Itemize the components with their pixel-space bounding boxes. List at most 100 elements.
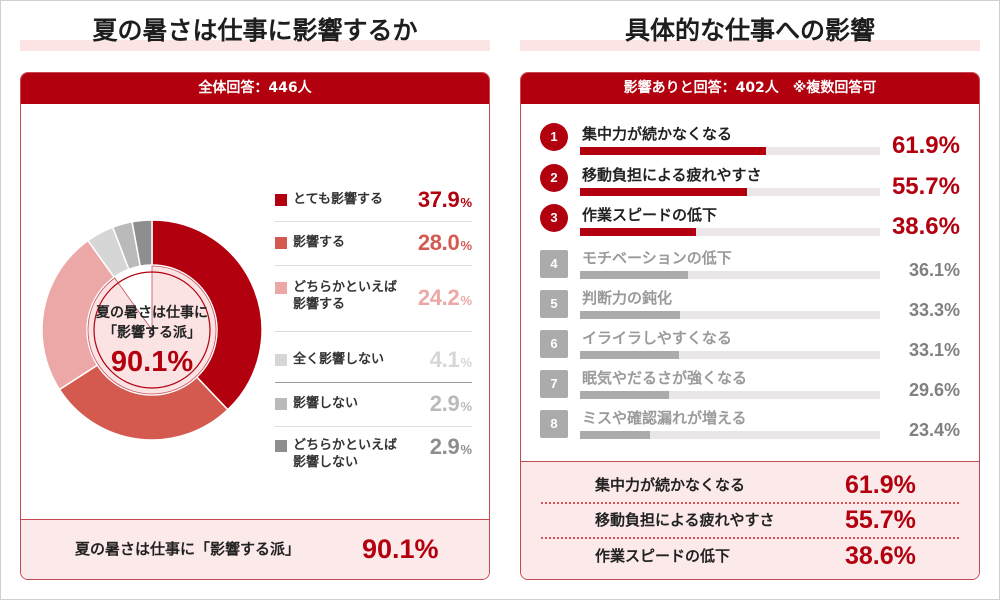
bar-row-5: 5 判断力の鈍化 33.3% bbox=[521, 287, 979, 327]
bar-label-1: 集中力が続かなくなる bbox=[582, 125, 733, 143]
legend-swatch-3 bbox=[275, 282, 287, 294]
bar-row-6: 6 イライラしやすくなる 33.1% bbox=[521, 327, 979, 367]
top3-summary: 集中力が続かなくなる 61.9% 移動負担による疲れやすさ 55.7% 作業スピ… bbox=[521, 461, 979, 579]
pie-slice-6 bbox=[131, 219, 153, 267]
overall-summary-label: 夏の暑さは仕事に「影響する派」 bbox=[75, 540, 301, 558]
pie-slice-1 bbox=[151, 219, 263, 411]
bar-value-7: 29.6% bbox=[908, 380, 960, 400]
bar-row-4: 4 モチベーションの低下 36.1% bbox=[521, 247, 979, 287]
bar-value-2: 55.7% bbox=[891, 173, 960, 200]
rank-badge-1: 1 bbox=[540, 123, 568, 151]
bar-label-6: イライラしやすくなる bbox=[582, 329, 732, 347]
bar-row-8: 8 ミスや確認漏れが増える 23.4% bbox=[521, 407, 979, 447]
bar-track-4 bbox=[580, 271, 880, 279]
legend-swatch-5 bbox=[275, 398, 287, 410]
bar-label-5: 判断力の鈍化 bbox=[582, 289, 673, 307]
bar-value-3: 38.6% bbox=[891, 213, 960, 240]
legend-label-1: とても影響する bbox=[293, 192, 383, 207]
legend-value-5: 2.9% bbox=[430, 390, 472, 418]
bar-value-6: 33.1% bbox=[908, 340, 960, 360]
legend-value-number-1: 37.9 bbox=[417, 187, 460, 212]
legend-label-4: 全く影響しない bbox=[293, 352, 385, 367]
bar-label-4: モチベーションの低下 bbox=[582, 249, 732, 267]
bar-fill-4 bbox=[580, 271, 689, 279]
bar-fill-1 bbox=[580, 147, 766, 155]
legend-swatch-2 bbox=[275, 237, 287, 249]
rank-badge-7: 7 bbox=[540, 370, 568, 398]
bar-fill-2 bbox=[580, 188, 748, 196]
legend-value-number-3: 24.2 bbox=[417, 285, 460, 310]
top3-summary-label-3: 作業スピードの低下 bbox=[595, 547, 731, 565]
right-title: 具体的な仕事への影響 bbox=[624, 16, 875, 45]
center-ring bbox=[93, 271, 211, 389]
top3-summary-value-2: 55.7% bbox=[845, 506, 916, 534]
overall-summary: 夏の暑さは仕事に「影響する派」 90.1% bbox=[21, 519, 489, 579]
top3-summary-label-2: 移動負担による疲れやすさ bbox=[595, 511, 775, 529]
bar-value-8: 23.4% bbox=[908, 420, 960, 440]
bar-label-2: 移動負担による疲れやすさ bbox=[582, 166, 762, 184]
legend-value-unit-3: % bbox=[460, 293, 472, 308]
legend-item-2: 影響する 28.0% bbox=[275, 230, 472, 270]
bar-row-2: 2 移動負担による疲れやすさ 55.7% bbox=[521, 164, 979, 204]
legend-swatch-1 bbox=[275, 194, 287, 206]
pie-slice-2 bbox=[58, 364, 229, 441]
bar-fill-6 bbox=[580, 351, 680, 359]
legend-separator bbox=[275, 265, 472, 266]
legend-swatch-6 bbox=[275, 440, 287, 452]
bar-label-8: ミスや確認漏れが増える bbox=[582, 409, 747, 427]
donut-center-label: 夏の暑さは仕事に 「影響する派」 90.1% bbox=[72, 303, 232, 381]
bar-label-7: 眠気やだるさが強くなる bbox=[582, 369, 748, 387]
legend-value-2: 28.0% bbox=[418, 229, 472, 257]
legend-label-2: 影響する bbox=[293, 235, 346, 250]
left-title-band bbox=[20, 40, 490, 51]
donut-chart bbox=[41, 219, 263, 441]
legend-value-4: 4.1% bbox=[430, 346, 472, 374]
bar-row-3: 3 作業スピードの低下 38.6% bbox=[521, 204, 979, 244]
left-title: 夏の暑さは仕事に影響するか bbox=[92, 16, 418, 45]
right-title-band bbox=[520, 40, 980, 51]
top3-summary-label-1: 集中力が続かなくなる bbox=[595, 476, 746, 494]
bar-track-8 bbox=[580, 431, 880, 439]
bar-track-7 bbox=[580, 391, 880, 399]
pie-slice-3 bbox=[41, 239, 116, 391]
legend-value-number-4: 4.1 bbox=[429, 347, 460, 372]
rank-badge-8: 8 bbox=[540, 410, 568, 438]
legend-item-5: 影響しない 2.9% bbox=[275, 391, 472, 431]
legend-value-number-6: 2.9 bbox=[429, 434, 460, 459]
rank-badge-4: 4 bbox=[540, 250, 568, 278]
legend-separator bbox=[275, 382, 472, 383]
overall-panel: 全体回答：446人 夏の暑さは仕事に 「影響する派」 90.1% とても影響する… bbox=[20, 72, 490, 580]
legend-value-3: 24.2% bbox=[418, 284, 472, 312]
legend-value-unit-2: % bbox=[460, 238, 472, 253]
rank-badge-6: 6 bbox=[540, 330, 568, 358]
influenced-share-sector bbox=[87, 265, 217, 395]
bar-row-7: 7 眠気やだるさが強くなる 29.6% bbox=[521, 367, 979, 407]
legend-value-unit-4: % bbox=[460, 355, 472, 370]
bar-fill-3 bbox=[580, 228, 696, 236]
legend-item-3: どちらかといえば 影響する 24.2% bbox=[275, 279, 472, 315]
legend-item-6: どちらかといえば 影響しない 2.9% bbox=[275, 434, 472, 473]
legend-separator bbox=[275, 426, 472, 427]
overall-header: 全体回答：446人 bbox=[21, 73, 489, 104]
rank-badge-3: 3 bbox=[540, 204, 568, 232]
legend-value-1: 37.9% bbox=[418, 186, 472, 214]
bar-label-3: 作業スピードの低下 bbox=[582, 206, 718, 224]
legend-value-unit-1: % bbox=[460, 195, 472, 210]
top3-summary-row-1: 集中力が続かなくなる 61.9% bbox=[541, 468, 959, 504]
legend-value-number-5: 2.9 bbox=[429, 391, 460, 416]
rank-badge-5: 5 bbox=[540, 290, 568, 318]
impact-panel: 影響ありと回答：402人 ※複数回答可 1 集中力が続かなくなる 61.9% 2… bbox=[520, 72, 980, 580]
legend-value-unit-6: % bbox=[460, 442, 472, 457]
bar-track-5 bbox=[580, 311, 880, 319]
legend-label-5: 影響しない bbox=[293, 396, 359, 411]
legend-value-number-2: 28.0 bbox=[417, 230, 460, 255]
legend-label-3: どちらかといえば 影響する bbox=[293, 280, 398, 312]
top3-summary-row-2: 移動負担による疲れやすさ 55.7% bbox=[541, 503, 959, 539]
bar-value-1: 61.9% bbox=[891, 132, 960, 159]
bar-fill-5 bbox=[580, 311, 680, 319]
top3-summary-value-3: 38.6% bbox=[845, 542, 916, 570]
bar-fill-8 bbox=[580, 431, 651, 439]
top3-summary-value-1: 61.9% bbox=[845, 471, 916, 499]
center-label-line-2: 「影響する派」 bbox=[103, 325, 201, 341]
overall-summary-value: 90.1% bbox=[362, 534, 439, 564]
